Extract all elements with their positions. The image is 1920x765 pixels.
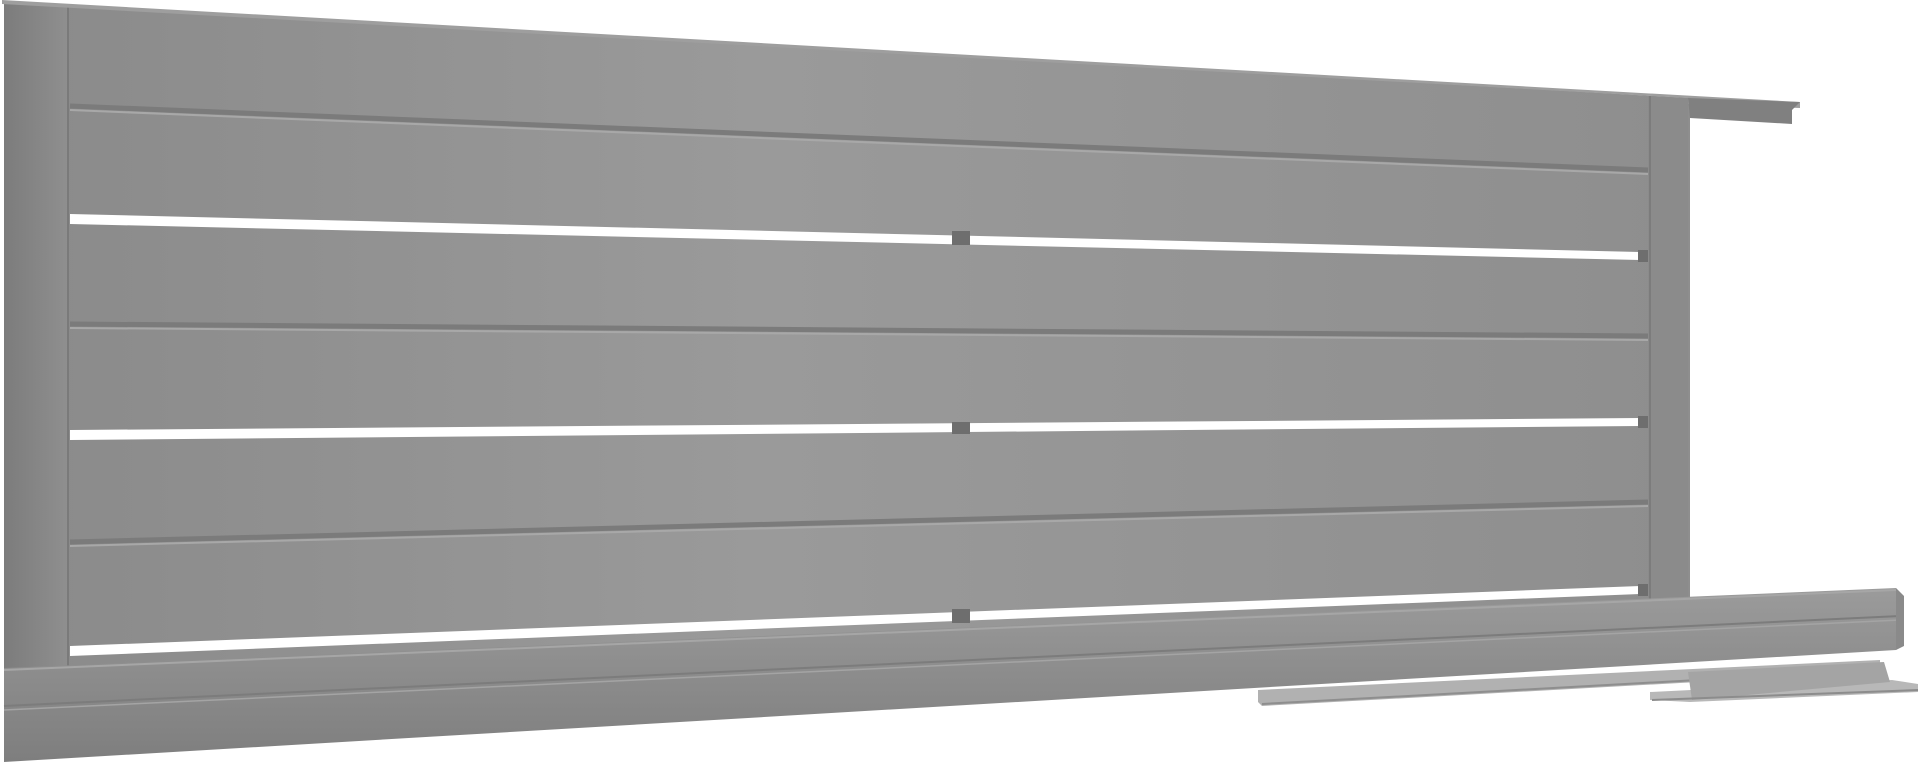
slat-groove-1 <box>69 103 1649 173</box>
slat-groove-1-highlight <box>69 109 1649 175</box>
end-spacer-1 <box>1638 250 1648 262</box>
slat-gap-2 <box>70 418 1640 440</box>
spacer-1 <box>952 231 970 245</box>
bottom-rail-top-edge <box>3 589 1897 671</box>
bottom-rail-end-cap <box>1896 588 1904 650</box>
slat-gap-3 <box>70 586 1640 656</box>
top-cap <box>2 0 1800 108</box>
guide-bracket-upright <box>1688 662 1890 700</box>
slat-groove-2 <box>69 321 1649 339</box>
spacer-3 <box>952 609 970 623</box>
right-frame-post <box>1648 96 1688 602</box>
gate-panel <box>4 2 1690 672</box>
spacer-2 <box>952 422 970 434</box>
slat-groove-2-highlight <box>69 327 1649 341</box>
bottom-rail <box>4 588 1904 762</box>
top-cap-bracket <box>1688 98 1800 124</box>
end-spacer-2 <box>1638 416 1648 428</box>
bottom-rail-ridge <box>3 615 1901 707</box>
bottom-rail-ridge-highlight <box>3 619 1901 711</box>
slat-gap-1 <box>70 214 1640 260</box>
end-spacer-3 <box>1638 584 1648 596</box>
left-frame-post <box>4 2 68 672</box>
slat-groove-3-highlight <box>69 505 1649 547</box>
guide-bracket-foot-edge <box>1651 689 1919 701</box>
slat-groove-3 <box>69 499 1649 545</box>
